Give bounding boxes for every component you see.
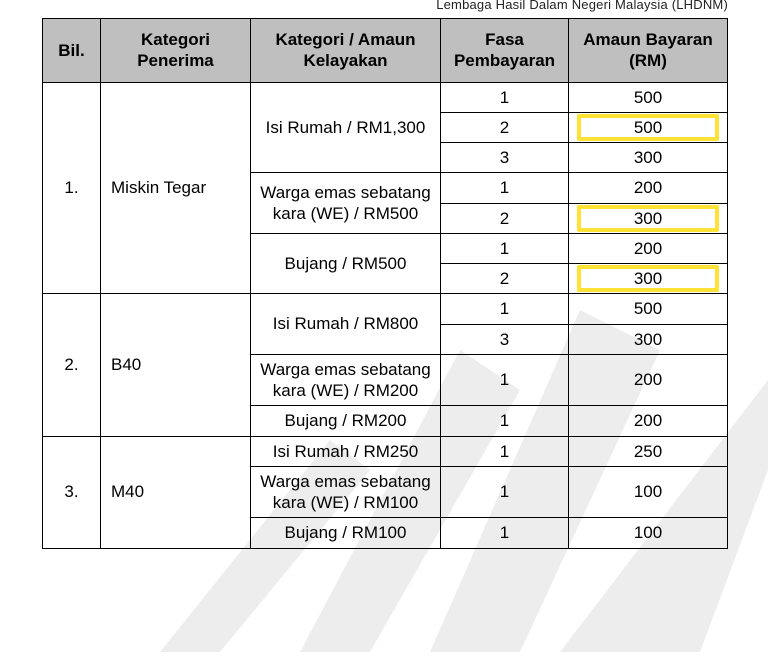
col-bil: Bil. <box>43 19 101 83</box>
cell-fasa: 1 <box>441 466 569 518</box>
cell-fasa: 2 <box>441 264 569 294</box>
cell-bil: 1. <box>43 82 101 294</box>
cell-amaun: 300 <box>569 203 728 233</box>
cell-kategori: Miskin Tegar <box>101 82 251 294</box>
cell-amaun: 200 <box>569 233 728 263</box>
table-row: 2.B40Isi Rumah / RM8001500 <box>43 294 728 324</box>
cell-amaun: 300 <box>569 324 728 354</box>
cell-fasa: 2 <box>441 203 569 233</box>
cell-kategori: B40 <box>101 294 251 436</box>
payment-table: Bil. Kategori Penerima Kategori / Amaun … <box>42 18 728 549</box>
cell-kelayakan: Warga emas sebatang kara (WE) / RM500 <box>251 173 441 234</box>
cell-bil: 3. <box>43 436 101 548</box>
col-fasa: Fasa Pembayaran <box>441 19 569 83</box>
cell-fasa: 1 <box>441 233 569 263</box>
cell-fasa: 1 <box>441 518 569 548</box>
col-kategori: Kategori Penerima <box>101 19 251 83</box>
table-body: 1.Miskin TegarIsi Rumah / RM1,3001500250… <box>43 82 728 548</box>
table-head: Bil. Kategori Penerima Kategori / Amaun … <box>43 19 728 83</box>
cell-fasa: 1 <box>441 173 569 203</box>
cell-fasa: 1 <box>441 406 569 436</box>
cell-amaun: 300 <box>569 264 728 294</box>
cell-fasa: 1 <box>441 354 569 406</box>
cell-amaun: 300 <box>569 143 728 173</box>
source-header: Lembaga Hasil Dalam Negeri Malaysia (LHD… <box>436 0 728 12</box>
col-amaun: Amaun Bayaran (RM) <box>569 19 728 83</box>
col-kelayakan: Kategori / Amaun Kelayakan <box>251 19 441 83</box>
table-row: 3.M40Isi Rumah / RM2501250 <box>43 436 728 466</box>
cell-kelayakan: Warga emas sebatang kara (WE) / RM100 <box>251 466 441 518</box>
cell-fasa: 1 <box>441 436 569 466</box>
table-row: 1.Miskin TegarIsi Rumah / RM1,3001500 <box>43 82 728 112</box>
cell-kelayakan: Isi Rumah / RM250 <box>251 436 441 466</box>
cell-kelayakan: Warga emas sebatang kara (WE) / RM200 <box>251 354 441 406</box>
cell-kelayakan: Bujang / RM500 <box>251 233 441 294</box>
cell-kelayakan: Isi Rumah / RM800 <box>251 294 441 355</box>
cell-amaun: 500 <box>569 112 728 142</box>
cell-kategori: M40 <box>101 436 251 548</box>
cell-kelayakan: Bujang / RM100 <box>251 518 441 548</box>
cell-kelayakan: Isi Rumah / RM1,300 <box>251 82 441 173</box>
cell-amaun: 100 <box>569 518 728 548</box>
cell-fasa: 2 <box>441 112 569 142</box>
cell-amaun: 200 <box>569 354 728 406</box>
cell-fasa: 3 <box>441 143 569 173</box>
payment-table-container: Bil. Kategori Penerima Kategori / Amaun … <box>42 18 728 549</box>
cell-fasa: 3 <box>441 324 569 354</box>
cell-fasa: 1 <box>441 82 569 112</box>
cell-amaun: 100 <box>569 466 728 518</box>
cell-amaun: 200 <box>569 173 728 203</box>
cell-amaun: 500 <box>569 82 728 112</box>
cell-fasa: 1 <box>441 294 569 324</box>
cell-amaun: 200 <box>569 406 728 436</box>
cell-amaun: 500 <box>569 294 728 324</box>
cell-kelayakan: Bujang / RM200 <box>251 406 441 436</box>
cell-bil: 2. <box>43 294 101 436</box>
cell-amaun: 250 <box>569 436 728 466</box>
